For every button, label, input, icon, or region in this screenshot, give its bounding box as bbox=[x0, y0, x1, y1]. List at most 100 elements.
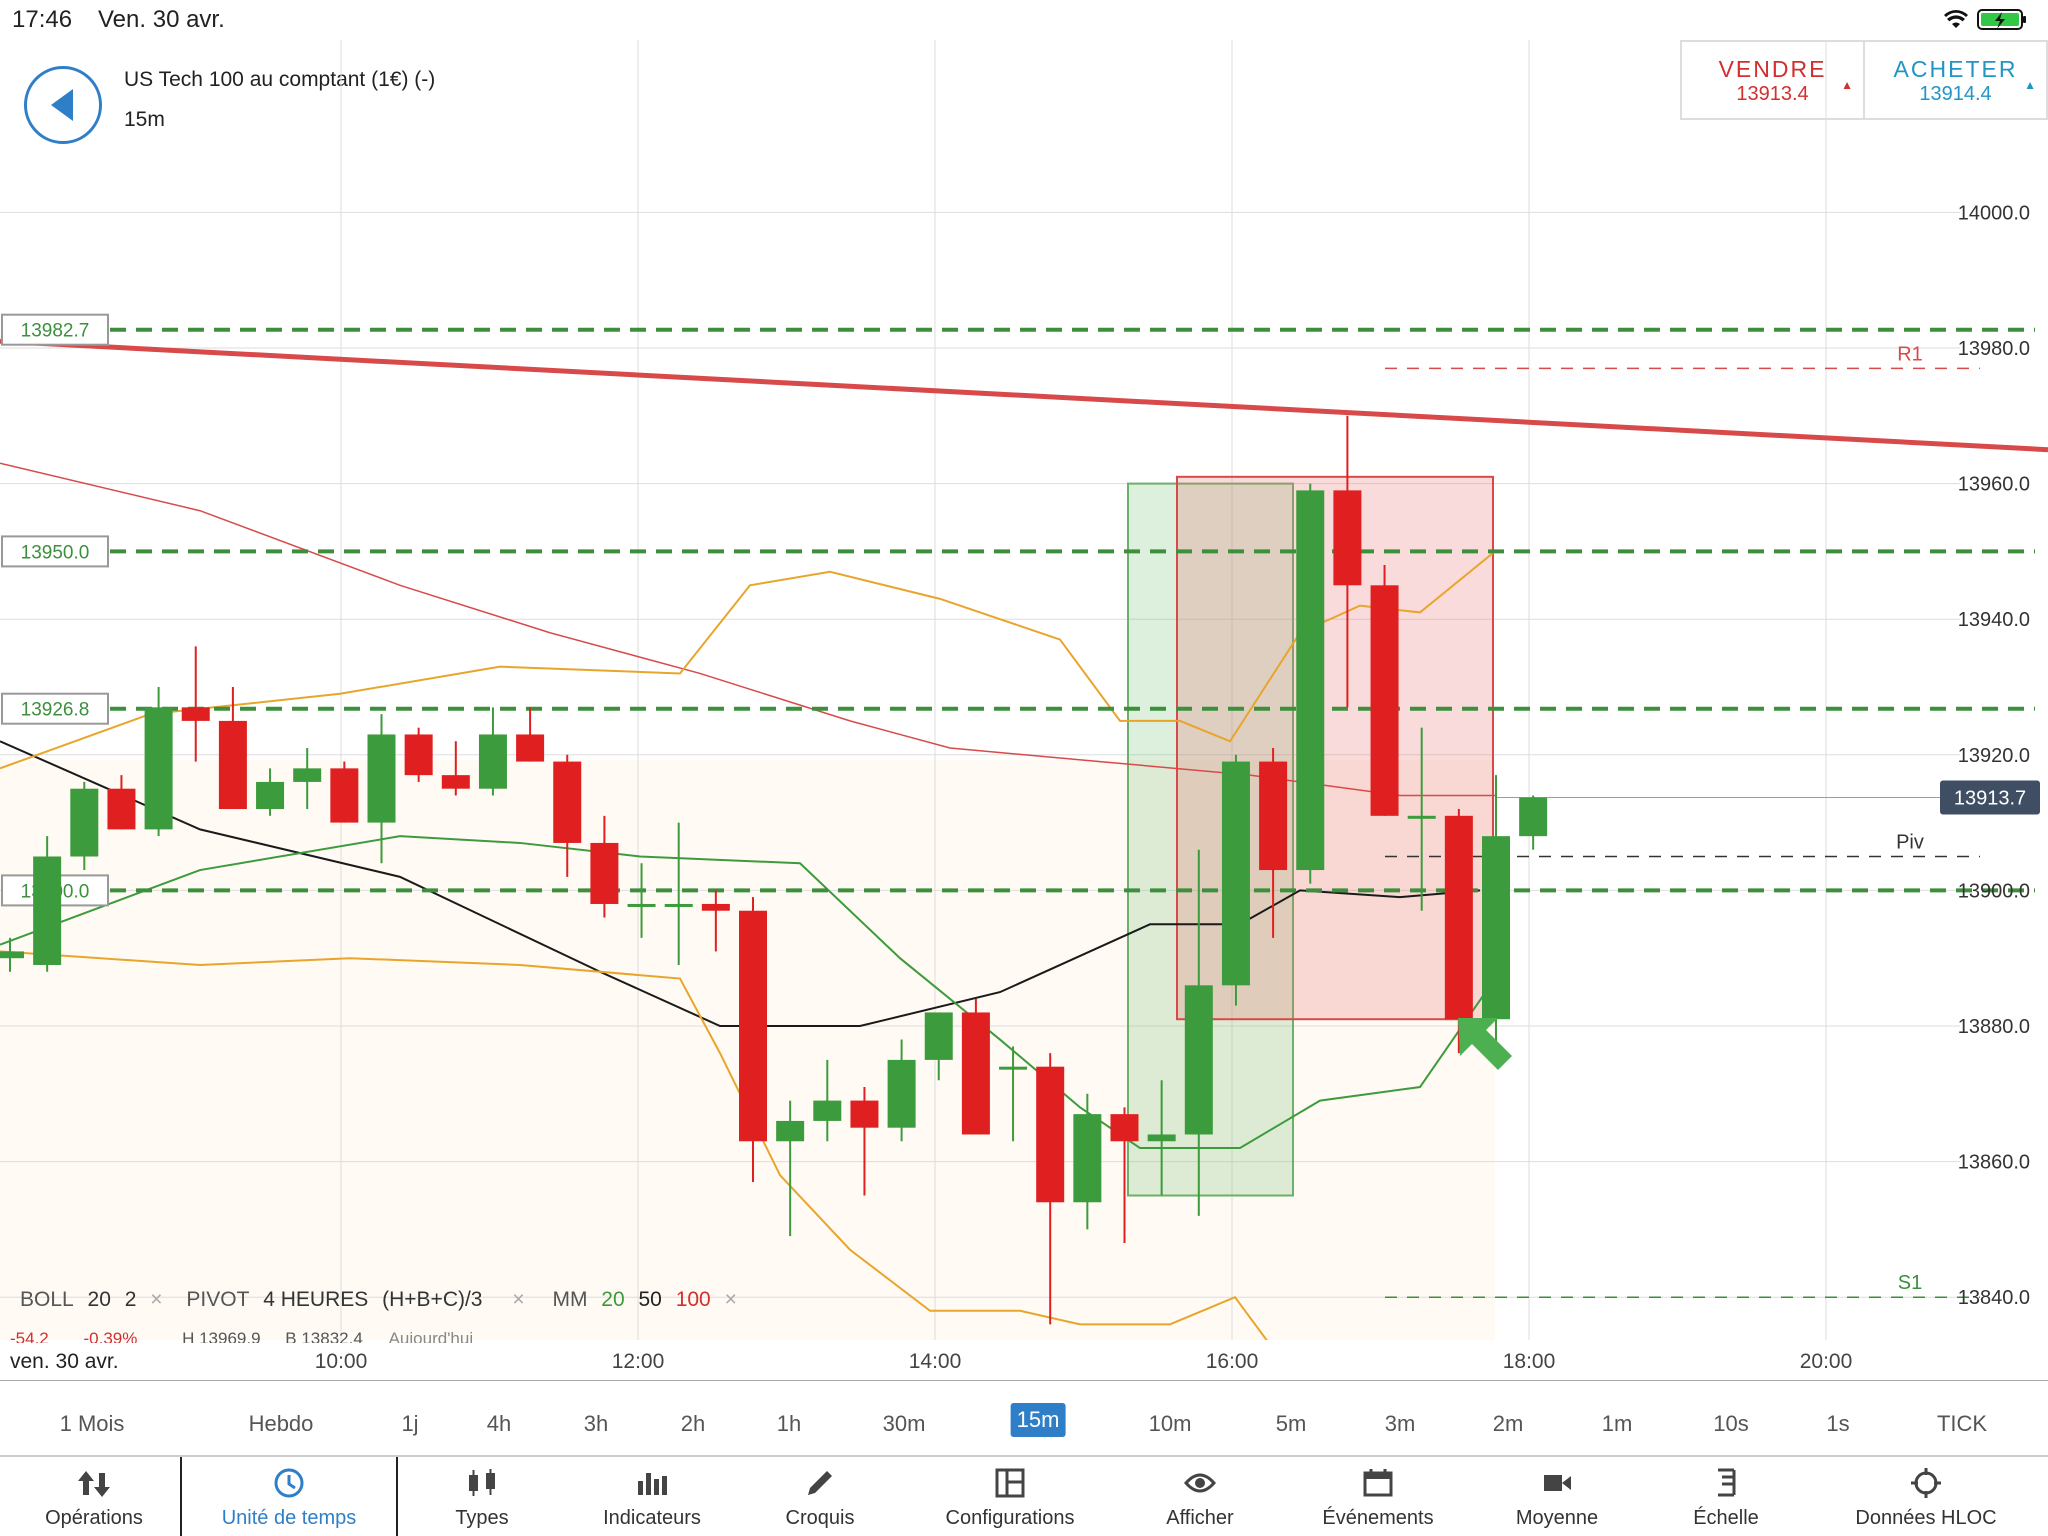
nav-crosshair[interactable]: Données HLOC bbox=[1841, 1457, 2011, 1536]
nav-clock[interactable]: Unité de temps bbox=[204, 1457, 374, 1536]
back-arrow-icon bbox=[51, 89, 73, 121]
remove-pivot-icon[interactable]: × bbox=[512, 1288, 525, 1311]
candle bbox=[181, 646, 210, 762]
candle bbox=[1370, 564, 1399, 816]
candle bbox=[813, 1059, 842, 1142]
candle-body bbox=[293, 768, 322, 782]
sell-button[interactable]: VENDRE 13913.4 ▲ bbox=[1682, 42, 1863, 118]
candle bbox=[590, 815, 619, 918]
nav-scale[interactable]: Échelle bbox=[1641, 1457, 1811, 1536]
timeframe-1s[interactable]: 1s bbox=[1826, 1411, 1850, 1436]
mm-20: 20 bbox=[601, 1288, 625, 1311]
candle-body bbox=[441, 775, 470, 789]
timeframe-2m[interactable]: 2m bbox=[1492, 1411, 1524, 1436]
candle bbox=[1407, 727, 1436, 911]
candle-body bbox=[1296, 490, 1325, 871]
y-tick-label: 13980.0 bbox=[1958, 338, 2030, 360]
timeframe-1m[interactable]: 1m bbox=[1601, 1411, 1633, 1436]
timeframe-15m[interactable]: 15m bbox=[1010, 1403, 1066, 1437]
indicator-legend: BOLL 20 2 × PIVOT 4 HEURES (H+B+C)/3 × M… bbox=[20, 1288, 745, 1312]
candles-icon bbox=[466, 1467, 498, 1504]
remove-boll-icon[interactable]: × bbox=[150, 1288, 163, 1311]
candle bbox=[999, 1046, 1028, 1142]
y-tick-label: 13840.0 bbox=[1958, 1287, 2030, 1309]
timeframe-2h[interactable]: 2h bbox=[680, 1411, 706, 1436]
boll-lower-line bbox=[0, 950, 1268, 1340]
mm-100: 100 bbox=[675, 1288, 711, 1311]
candle-body bbox=[218, 720, 247, 810]
candle bbox=[218, 687, 247, 810]
arrows-icon bbox=[78, 1467, 110, 1504]
candle bbox=[293, 748, 322, 810]
candle-body bbox=[1036, 1066, 1065, 1203]
candle bbox=[330, 761, 359, 823]
candle bbox=[1519, 795, 1548, 850]
timeframe-1-mois[interactable]: 1 Mois bbox=[59, 1411, 125, 1436]
nav-bars[interactable]: Indicateurs bbox=[567, 1457, 737, 1536]
current-price-badge bbox=[1940, 780, 2040, 815]
nav-eye[interactable]: Afficher bbox=[1115, 1457, 1285, 1536]
candle-body bbox=[590, 842, 619, 904]
timeframe-tick[interactable]: TICK bbox=[1936, 1411, 1988, 1436]
candle bbox=[1184, 849, 1213, 1216]
nav-pencil[interactable]: Croquis bbox=[735, 1457, 905, 1536]
candle bbox=[1444, 809, 1473, 1054]
candle bbox=[0, 937, 24, 972]
candle-body bbox=[1184, 985, 1213, 1135]
buy-label: ACHETER bbox=[1893, 56, 2018, 82]
candle bbox=[107, 775, 136, 830]
candle-body bbox=[701, 903, 730, 911]
candle-body bbox=[404, 734, 433, 776]
wifi-icon bbox=[1944, 10, 1968, 28]
pencil-icon bbox=[804, 1467, 836, 1504]
level-tag bbox=[1, 535, 109, 568]
nav-layout[interactable]: Configurations bbox=[925, 1457, 1095, 1536]
buy-button[interactable]: ACHETER 13914.4 ▲ bbox=[1863, 42, 2046, 118]
back-button[interactable] bbox=[24, 66, 102, 144]
mm-50: 50 bbox=[638, 1288, 662, 1311]
nav-label: Événements bbox=[1322, 1507, 1434, 1529]
candle bbox=[1073, 1093, 1102, 1230]
timeframe-10s[interactable]: 10s bbox=[1713, 1411, 1749, 1436]
candle bbox=[850, 1087, 879, 1196]
candle bbox=[1221, 754, 1250, 1006]
candle-body bbox=[33, 856, 62, 965]
resistance-trendline bbox=[0, 338, 2048, 453]
nav-arrows[interactable]: Opérations bbox=[9, 1457, 179, 1536]
timeframe-1h[interactable]: 1h bbox=[776, 1411, 802, 1436]
layout-icon bbox=[994, 1467, 1026, 1504]
timeframe-1j[interactable]: 1j bbox=[401, 1411, 419, 1436]
status-time: 17:46 bbox=[12, 6, 73, 33]
candle-body bbox=[181, 707, 210, 721]
remove-mm-icon[interactable]: × bbox=[724, 1288, 737, 1311]
timeframe-3h[interactable]: 3h bbox=[583, 1411, 609, 1436]
timeframe-5m[interactable]: 5m bbox=[1275, 1411, 1307, 1436]
current-price-label: 13913.7 bbox=[1954, 788, 2026, 810]
candle bbox=[33, 836, 62, 972]
candle-body bbox=[627, 903, 656, 907]
candle bbox=[1259, 748, 1288, 938]
nav-label: Unité de temps bbox=[221, 1507, 357, 1529]
timeframe-hebdo[interactable]: Hebdo bbox=[248, 1411, 314, 1436]
timeframe-4h[interactable]: 4h bbox=[486, 1411, 512, 1436]
candle bbox=[627, 863, 656, 938]
y-tick-label: 13860.0 bbox=[1958, 1152, 2030, 1174]
status-bar: 17:46 Ven. 30 avr. bbox=[0, 0, 2048, 40]
timeframe-10m[interactable]: 10m bbox=[1148, 1411, 1192, 1436]
candle-body bbox=[999, 1066, 1028, 1070]
nav-camera[interactable]: Moyenne bbox=[1472, 1457, 1642, 1536]
y-tick-label: 13960.0 bbox=[1958, 474, 2030, 496]
candle bbox=[553, 754, 582, 877]
candle bbox=[367, 714, 396, 864]
candle-body bbox=[1147, 1134, 1176, 1142]
price-chart[interactable]: 13982.7 13950.0 13926.8 13900.0 R1 Piv S1 13913… bbox=[0, 40, 2048, 1340]
annotation-arrow-icon bbox=[1458, 1018, 1512, 1070]
timeframe-30m[interactable]: 30m bbox=[882, 1411, 926, 1436]
nav-calendar[interactable]: Événements bbox=[1293, 1457, 1463, 1536]
instrument-name: US Tech 100 au comptant (1€) (-) bbox=[124, 68, 436, 91]
candle bbox=[516, 707, 545, 762]
camera-icon bbox=[1541, 1467, 1573, 1504]
timeframe-3m[interactable]: 3m bbox=[1384, 1411, 1416, 1436]
candle-body bbox=[516, 734, 545, 762]
nav-candles[interactable]: Types bbox=[397, 1457, 567, 1536]
